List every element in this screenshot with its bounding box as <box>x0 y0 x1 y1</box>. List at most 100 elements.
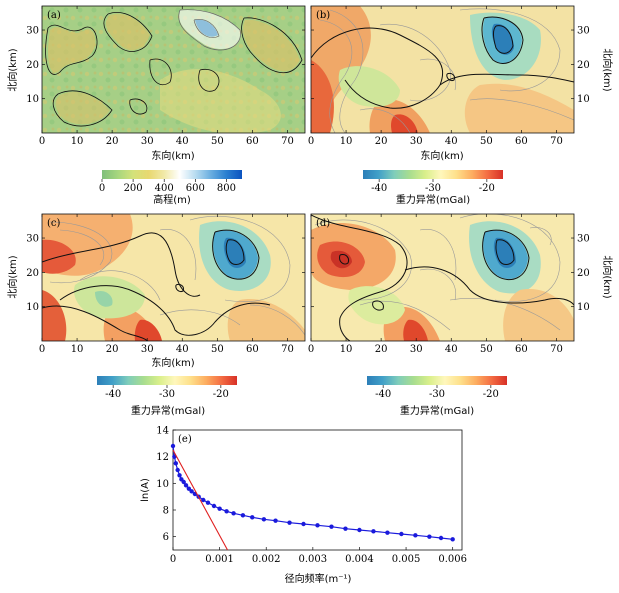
y-tick-label: 10 <box>577 302 590 313</box>
gravity-colorbar-b <box>363 170 503 179</box>
x-tick-label: 0.006 <box>438 554 467 565</box>
x-tick-label: 0.004 <box>345 554 374 565</box>
x-tick-label: 10 <box>340 136 353 147</box>
x-tick-label: 0 <box>308 136 314 147</box>
map-b-south-core <box>391 114 418 133</box>
spectrum-point <box>201 497 206 503</box>
elevation-peak-zone <box>195 19 218 37</box>
x-tick-label: 60 <box>246 344 259 355</box>
colorbar-tick-label: -20 <box>479 183 495 194</box>
colorbar-tick-label: -40 <box>375 389 391 400</box>
panel-a-xlabel: 东向(km) <box>151 149 194 162</box>
spectrum-point <box>357 527 362 533</box>
spectrum-point <box>240 513 246 518</box>
spectrum-point <box>273 518 278 523</box>
elevation-high-contours <box>178 9 241 51</box>
x-tick-label: 40 <box>176 136 189 147</box>
panel-b-axes: 0 10 20 30 40 50 60 70 10 20 30 <box>308 6 590 147</box>
y-tick-label: 30 <box>577 234 590 245</box>
spectrum-point <box>301 521 306 527</box>
elevation-hill-2 <box>105 13 150 51</box>
spectrum-point <box>224 509 229 514</box>
gravity-colorbar-d-title: 重力异常(mGal) <box>400 404 474 417</box>
gravity-colorbar-c-title: 重力异常(mGal) <box>131 404 205 417</box>
elevation-contours <box>45 12 303 127</box>
map-c-contours-minor <box>49 216 305 336</box>
elevation-colorbar-ticks: 0 200 400 600 800 <box>99 179 236 194</box>
spectrum-point <box>450 537 455 542</box>
map-b-contours-major <box>311 16 574 109</box>
y-tick-label: 30 <box>26 26 39 37</box>
gravity-colorbar-b-ticks: -40 -30 -20 <box>371 179 495 194</box>
panel-b-xlabel: 东向(km) <box>420 149 463 162</box>
elevation-map <box>42 6 305 133</box>
elevation-colorbar-title: 高程(m) <box>153 193 191 206</box>
spectrum-point <box>189 489 194 494</box>
x-tick-label: 0 <box>39 344 45 355</box>
y-tick-label: 10 <box>156 479 169 490</box>
panel-d-ylabel: 北向(km) <box>601 255 614 298</box>
panel-a-ylabel: 北向(km) <box>6 48 19 91</box>
map-b-contours-minor <box>319 8 574 133</box>
colorbar-tick-label: -30 <box>159 389 175 400</box>
colorbar-tick-label: 200 <box>124 183 143 194</box>
panel-a-frame <box>41 5 306 134</box>
panel-c-ylabel: 北向(km) <box>6 255 19 298</box>
colorbar-tick-label: -20 <box>213 389 229 400</box>
spectrum-point <box>413 533 418 538</box>
elevation-hill-1 <box>48 27 96 73</box>
panel-e-xlabel: 径向频率(m⁻¹) <box>285 572 352 585</box>
x-tick-label: 30 <box>141 136 154 147</box>
spectrum-point <box>186 486 192 491</box>
spectrum-point <box>181 479 186 485</box>
x-tick-label: 10 <box>340 344 353 355</box>
spectrum-point <box>183 483 189 488</box>
y-tick-label: 14 <box>156 426 169 437</box>
x-tick-label: 0.003 <box>299 554 328 565</box>
y-tick-label: 20 <box>26 268 39 279</box>
spectrum-point <box>329 524 334 529</box>
panel-c-tag: (c) <box>47 218 61 229</box>
panel-e-tag: (e) <box>178 434 192 445</box>
x-tick-label: 20 <box>375 344 388 355</box>
x-tick-label: 50 <box>211 344 224 355</box>
panel-b-frame <box>310 5 575 134</box>
spectrum-point <box>438 535 444 541</box>
spectrum-point <box>287 520 292 525</box>
spectrum-point <box>250 515 255 520</box>
panel-c-axes: 0 10 20 30 40 50 60 70 10 20 30 <box>26 214 305 355</box>
x-tick-label: 70 <box>281 344 294 355</box>
map-c-contours-major <box>42 229 271 341</box>
y-tick-label: 20 <box>26 60 39 71</box>
x-tick-label: 20 <box>106 136 119 147</box>
map-c-low-1-core <box>95 290 113 307</box>
map-c-south-core <box>134 319 162 341</box>
y-tick-label: 10 <box>26 302 39 313</box>
x-tick-label: 60 <box>246 136 259 147</box>
panel-d-frame <box>310 213 575 342</box>
y-tick-label: 20 <box>577 268 590 279</box>
gravity-map-b <box>311 6 574 133</box>
map-b-low-1 <box>338 66 400 107</box>
colorbar-tick-label: 800 <box>217 183 236 194</box>
map-d-south-core <box>403 319 428 341</box>
map-c-sw-core <box>42 290 67 341</box>
map-b-west-core <box>311 60 334 133</box>
colorbar-tick-label: -30 <box>425 183 441 194</box>
spectrum-point <box>211 503 217 509</box>
colorbar-tick-label: 600 <box>186 183 205 194</box>
gravity-map-c <box>42 214 305 341</box>
gravity-colorbar-b-title: 重力异常(mGal) <box>396 193 470 206</box>
spectrum-point <box>315 523 320 528</box>
x-tick-label: 70 <box>550 136 563 147</box>
colorbar-tick-label: -40 <box>371 183 387 194</box>
gravity-colorbar-c-ticks: -40 -30 -20 <box>105 385 229 400</box>
y-tick-label: 8 <box>163 506 169 517</box>
x-tick-label: 0.001 <box>205 554 234 565</box>
colorbar-tick-label: -20 <box>483 389 499 400</box>
colorbar-tick-label: 0 <box>99 183 105 194</box>
spectrum-point <box>427 534 432 539</box>
spectrum-point <box>261 517 267 522</box>
panel-a-axes: 0 10 20 30 40 50 60 70 10 20 30 <box>26 6 305 147</box>
